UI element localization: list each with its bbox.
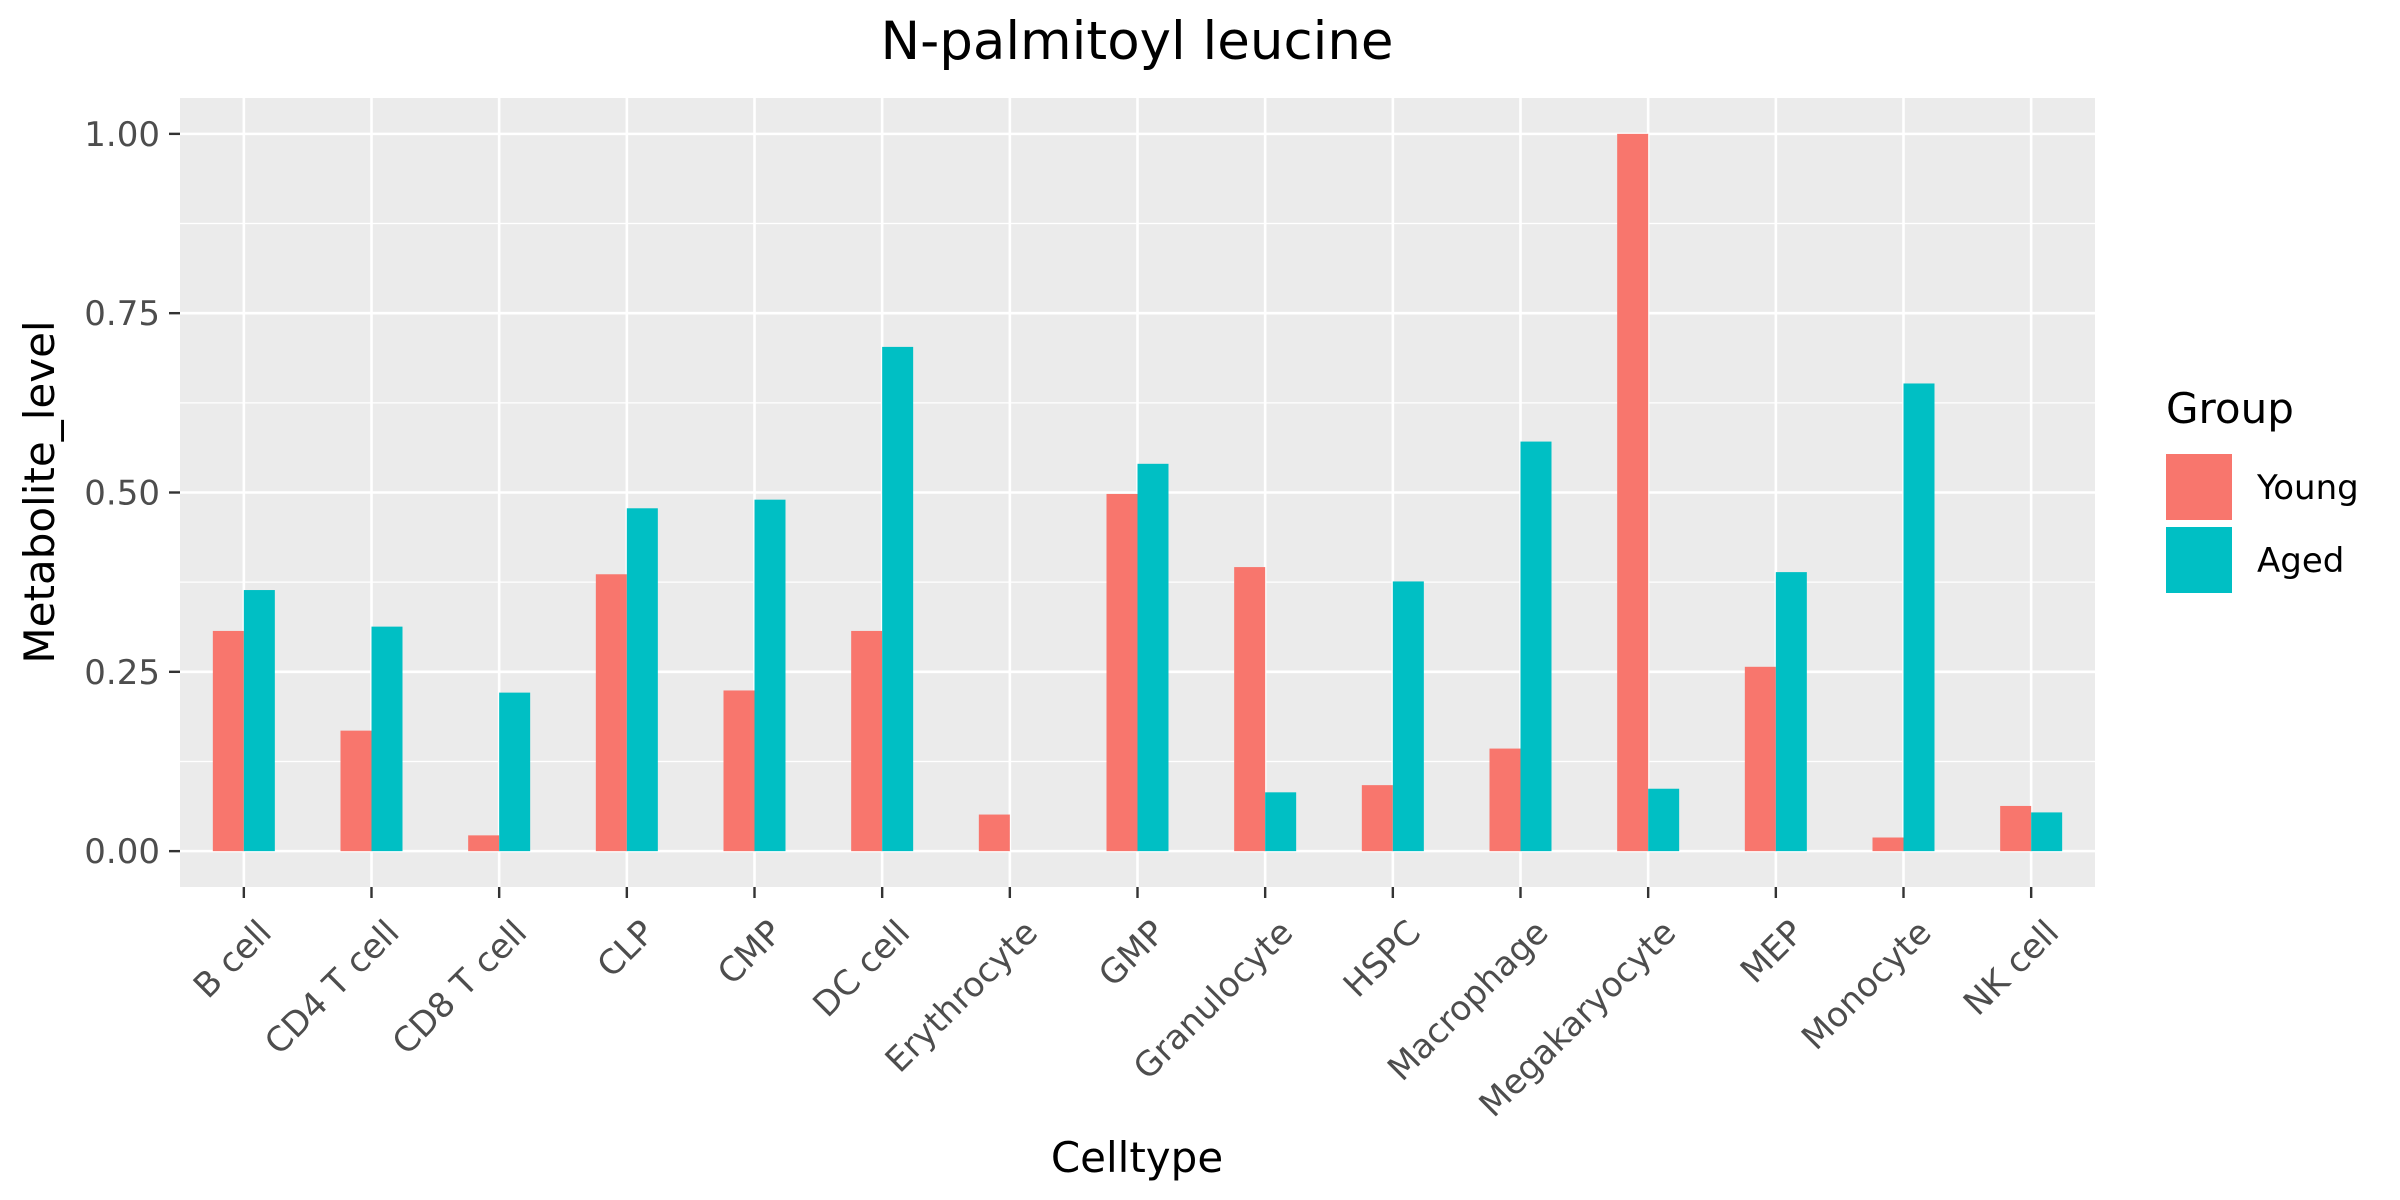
legend: Group Young Aged bbox=[2166, 384, 2359, 593]
legend-swatch-young bbox=[2166, 454, 2232, 520]
bar-aged bbox=[1392, 581, 1424, 852]
bar-aged bbox=[243, 590, 275, 852]
legend-label-young: Young bbox=[2256, 468, 2359, 508]
bar-aged bbox=[1137, 463, 1169, 852]
x-tick-label: CLP bbox=[590, 913, 663, 986]
legend-title: Group bbox=[2166, 384, 2294, 433]
bar-aged bbox=[754, 499, 786, 852]
legend-label-aged: Aged bbox=[2257, 541, 2344, 581]
bar-young bbox=[1361, 785, 1393, 852]
bar-young bbox=[1234, 567, 1266, 852]
bar-aged bbox=[882, 346, 914, 852]
bar-young bbox=[1489, 748, 1521, 852]
y-tick-label: 0.25 bbox=[84, 653, 160, 693]
bar-young bbox=[1617, 133, 1649, 852]
x-tick-label: Monocyte bbox=[1794, 913, 1939, 1058]
y-tick-label: 0.50 bbox=[84, 474, 160, 514]
bar-aged bbox=[499, 692, 531, 852]
bar-young bbox=[595, 574, 627, 852]
bar-aged bbox=[1775, 572, 1807, 852]
bar-young bbox=[851, 630, 883, 852]
legend-swatch-aged bbox=[2166, 527, 2232, 593]
x-tick-label: CD8 T cell bbox=[385, 913, 535, 1063]
bar-aged bbox=[626, 508, 658, 852]
bars bbox=[212, 133, 2063, 852]
bar-young bbox=[212, 630, 244, 852]
chart-title: N-palmitoyl leucine bbox=[880, 11, 1393, 72]
x-tick-label: HSPC bbox=[1336, 913, 1429, 1006]
x-axis-title: Celltype bbox=[1051, 1133, 1223, 1182]
bar-young bbox=[978, 814, 1010, 852]
x-tick-label: GMP bbox=[1091, 913, 1173, 995]
bar-young bbox=[1872, 837, 1904, 852]
y-tick-label: 1.00 bbox=[84, 115, 160, 155]
bar-aged bbox=[1520, 441, 1552, 852]
x-tick-label: CMP bbox=[710, 913, 790, 993]
bar-aged bbox=[1903, 383, 1935, 852]
x-tick-label: CD4 T cell bbox=[257, 913, 407, 1063]
bar-young bbox=[1744, 666, 1776, 852]
bar-young bbox=[1106, 493, 1138, 852]
x-tick-label: NK cell bbox=[1956, 913, 2067, 1024]
bar-aged bbox=[371, 626, 403, 852]
bar-aged bbox=[1648, 788, 1680, 852]
bar-young bbox=[2000, 805, 2032, 852]
bar-young bbox=[468, 835, 500, 852]
x-tick-label: DC cell bbox=[805, 913, 918, 1026]
x-tick-label: MEP bbox=[1733, 913, 1812, 992]
y-axis-title: Metabolite_level bbox=[15, 320, 64, 663]
bar-aged bbox=[1265, 792, 1297, 852]
bar-aged bbox=[2031, 812, 2063, 852]
bar-young bbox=[723, 690, 755, 852]
y-tick-label: 0.00 bbox=[84, 832, 160, 872]
bar-young bbox=[340, 730, 372, 852]
y-tick-label: 0.75 bbox=[84, 294, 160, 334]
x-tick-label: B cell bbox=[186, 913, 280, 1007]
